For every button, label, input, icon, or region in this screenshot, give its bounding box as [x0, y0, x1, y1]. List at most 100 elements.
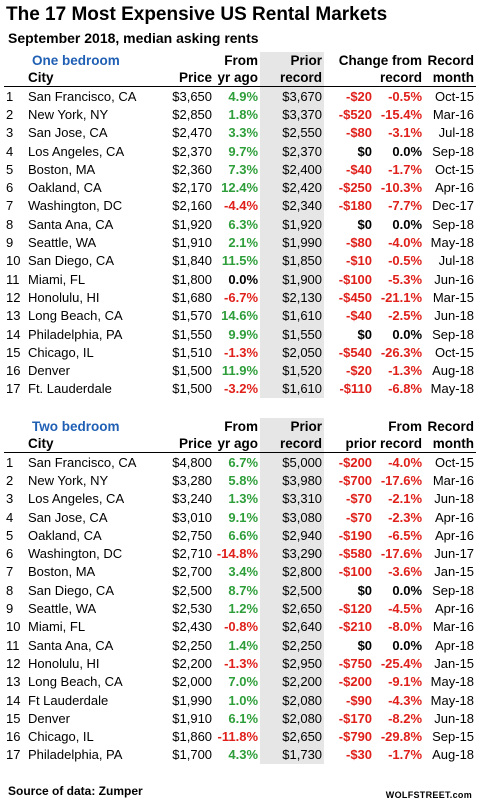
prior-record: $2,080: [260, 690, 325, 710]
price: $2,200: [172, 655, 213, 671]
column-header: Record: [427, 53, 475, 68]
change-percent: -6.5%: [388, 527, 423, 543]
record-month: Sep-15: [432, 729, 475, 745]
price: $1,500: [172, 363, 213, 379]
rank: 11: [6, 271, 20, 287]
prior-record: $2,130: [260, 288, 325, 307]
record-month: Apr-16: [435, 527, 475, 543]
city: New York, NY: [28, 106, 109, 122]
change-percent: -26.3%: [380, 344, 423, 360]
rank: 4: [6, 509, 14, 525]
section-title: Two bedroom: [32, 419, 120, 434]
price: $1,860: [172, 729, 213, 745]
prior-record: $1,990: [260, 233, 325, 252]
price: $2,250: [172, 637, 213, 653]
change-percent: -1.3%: [388, 363, 423, 379]
prior-record: $1,550: [260, 324, 325, 344]
prior-record: $2,650: [260, 599, 325, 618]
column-header: From: [224, 53, 259, 68]
change-amount: -$250: [338, 180, 373, 196]
change-amount: -$200: [338, 454, 373, 470]
price: $3,650: [172, 88, 213, 104]
data-row: 17 Philadelphia, PA $1,700 4.3% $1,730 -$30 -1…: [4, 745, 476, 765]
city: Denver: [28, 363, 70, 379]
change-amount: -$190: [338, 527, 373, 543]
data-row: 9 Seattle, WA $1,910 2.1% $1,990 -$80 -4.0% May…: [4, 233, 476, 252]
city: Washington, DC: [28, 546, 123, 562]
change-percent: -4.5%: [388, 601, 423, 617]
rank: 3: [6, 491, 14, 507]
record-month: Jun-18: [434, 491, 475, 507]
rent-table: Two bedroom From Prior From Record City Price y…: [4, 418, 477, 765]
rank: 1: [6, 88, 14, 104]
record-month: May-18: [430, 381, 475, 397]
price: $1,510: [172, 344, 213, 360]
data-row: 17 Ft. Lauderdale $1,500 -3.2% $1,610 -$110 -6…: [4, 379, 476, 399]
yr-ago: 6.7%: [228, 454, 259, 470]
yr-ago: -14.8%: [216, 546, 259, 562]
prior-record: $2,950: [260, 654, 325, 673]
rank: 11: [6, 637, 20, 653]
yr-ago: -4.4%: [224, 198, 259, 214]
prior-record: $3,290: [260, 544, 325, 563]
change-amount: -$100: [338, 271, 373, 287]
yr-ago: 3.3%: [228, 125, 259, 141]
rank: 14: [6, 692, 21, 708]
change-percent: -2.1%: [388, 491, 423, 507]
record-month: Apr-18: [435, 637, 475, 653]
header-row: Two bedroom From Prior From Record: [4, 418, 476, 435]
record-month: Oct-15: [435, 344, 475, 360]
rank: 5: [6, 527, 14, 543]
change-amount: -$10: [345, 253, 373, 269]
yr-ago: 7.3%: [228, 161, 259, 177]
yr-ago: 14.6%: [221, 308, 259, 324]
header-row: City Price yr ago record record month: [4, 69, 477, 87]
prior-record: $3,980: [260, 471, 325, 490]
change-percent: -2.5%: [388, 308, 423, 324]
record-month: Apr-16: [435, 601, 475, 617]
city: Santa Ana, CA: [28, 216, 114, 232]
yr-ago: -1.3%: [224, 655, 259, 671]
change-amount: -$540: [338, 344, 373, 360]
city: Long Beach, CA: [28, 308, 123, 324]
change-percent: -6.8%: [388, 381, 423, 397]
city: New York, NY: [28, 472, 109, 488]
record-month: May-18: [430, 692, 475, 708]
city: Boston, MA: [28, 161, 96, 177]
change-amount: -$80: [345, 235, 373, 251]
city: San Diego, CA: [28, 253, 114, 269]
data-row: 12 Honolulu, HI $1,680 -6.7% $2,130 -$450 -21.…: [4, 288, 476, 307]
rank: 14: [6, 326, 21, 342]
data-row: 5 Oakland, CA $2,750 6.6% $2,940 -$190 -6.5% Ap…: [4, 526, 476, 545]
record-month: Mar-16: [432, 106, 475, 122]
record-month: Jul-18: [438, 125, 475, 141]
yr-ago: 9.1%: [228, 509, 259, 525]
rank: 12: [6, 655, 21, 671]
price: $2,430: [172, 619, 213, 635]
rank: 13: [6, 308, 21, 324]
brand: WOLFSTREET.com: [385, 790, 472, 800]
rank: 1: [6, 454, 14, 470]
city: Los Angeles, CA: [28, 491, 125, 507]
yr-ago: 6.3%: [228, 216, 259, 232]
data-row: 6 Oakland, CA $2,170 12.4% $2,420 -$250 -10.3%…: [4, 178, 476, 197]
record-month: Jun-16: [434, 271, 475, 287]
yr-ago: 11.5%: [221, 253, 259, 269]
record-month: Mar-16: [432, 472, 475, 488]
prior-record: $1,610: [260, 306, 325, 325]
rank: 9: [6, 235, 14, 251]
column-header: Prior: [260, 418, 325, 435]
yr-ago: 6.6%: [228, 527, 259, 543]
record-month: Apr-16: [435, 509, 475, 525]
yr-ago: 1.0%: [228, 692, 259, 708]
city: Philadelphia, PA: [28, 326, 123, 342]
spacer: [4, 69, 26, 87]
rank: 3: [6, 125, 14, 141]
change-percent: -8.2%: [388, 710, 423, 726]
data-row: 15 Denver $1,910 6.1% $2,080 -$170 -8.2% Jun-18: [4, 709, 476, 728]
data-row: 2 New York, NY $3,280 5.8% $3,980 -$700 -17.6%…: [4, 471, 476, 490]
column-header: Record: [427, 419, 475, 434]
yr-ago: 7.0%: [228, 674, 259, 690]
data-row: 4 Los Angeles, CA $2,370 9.7% $2,370 $0 0.0% Se…: [4, 141, 476, 161]
